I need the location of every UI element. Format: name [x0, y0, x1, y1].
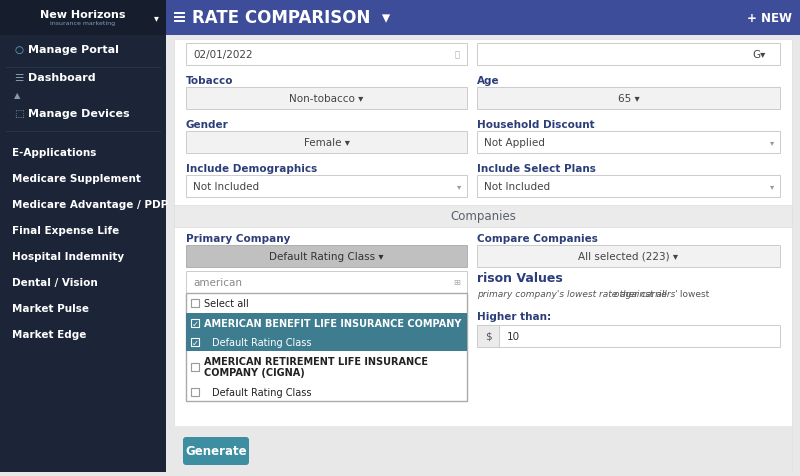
Text: Default Rating Class: Default Rating Class [212, 387, 311, 397]
Text: Manage Devices: Manage Devices [28, 109, 130, 119]
Bar [186, 271, 467, 293]
Text: Not Included: Not Included [193, 182, 259, 192]
Text: Market Edge: Market Edge [12, 329, 86, 339]
Bar [477, 176, 780, 198]
Text: Dashboard: Dashboard [28, 73, 96, 83]
Bar [477, 132, 780, 154]
Text: Age: Age [477, 76, 500, 86]
Text: ⬚: ⬚ [14, 109, 24, 119]
Text: american: american [193, 278, 242, 288]
Text: 02/01/2022: 02/01/2022 [193, 50, 253, 60]
Text: insurance marketing: insurance marketing [50, 21, 115, 27]
Bar [477, 246, 780, 268]
Text: Compare Companies: Compare Companies [477, 234, 598, 244]
Text: ▾: ▾ [770, 182, 774, 191]
Text: lowest: lowest [677, 289, 710, 298]
Text: Higher than:: Higher than: [477, 311, 551, 321]
Text: Non-tobacco ▾: Non-tobacco ▾ [290, 94, 364, 104]
Bar [0, 472, 800, 476]
Text: Primary Company: Primary Company [186, 234, 290, 244]
Bar [174, 206, 792, 228]
Bar [499, 325, 780, 347]
Text: ○: ○ [14, 45, 23, 55]
Text: Include Select Plans: Include Select Plans [477, 164, 596, 174]
Text: ▾: ▾ [154, 13, 158, 23]
Text: AMERICAN RETIREMENT LIFE INSURANCE: AMERICAN RETIREMENT LIFE INSURANCE [204, 356, 428, 366]
FancyBboxPatch shape [183, 437, 249, 465]
Text: Manage Portal: Manage Portal [28, 45, 119, 55]
Bar [477, 44, 780, 66]
Bar [186, 44, 467, 66]
Text: primary company's lowest rate against all: primary company's lowest rate against al… [477, 289, 670, 298]
Bar [477, 325, 499, 347]
Text: ✓: ✓ [191, 319, 198, 328]
Bar [166, 0, 800, 36]
Text: + NEW: + NEW [747, 11, 792, 24]
Text: ▲: ▲ [14, 91, 21, 100]
Bar [186, 246, 467, 268]
Text: Default Rating Class ▾: Default Rating Class ▾ [269, 251, 384, 261]
Text: Medicare Supplement: Medicare Supplement [12, 174, 141, 184]
Bar [186, 333, 467, 351]
Text: 65 ▾: 65 ▾ [618, 94, 639, 104]
Text: 📅: 📅 [454, 50, 459, 60]
Bar [186, 176, 467, 198]
Text: Female ▾: Female ▾ [303, 138, 350, 148]
Bar [191, 299, 199, 307]
Text: Dental / Vision: Dental / Vision [12, 278, 98, 288]
Text: rison Values: rison Values [477, 271, 562, 284]
Text: Default Rating Class: Default Rating Class [212, 337, 311, 347]
Text: ☰: ☰ [14, 73, 23, 83]
Bar [0, 0, 166, 36]
Text: 10: 10 [507, 331, 520, 341]
Text: AMERICAN BENEFIT LIFE INSURANCE COMPANY: AMERICAN BENEFIT LIFE INSURANCE COMPANY [204, 318, 462, 328]
Text: Not Applied: Not Applied [484, 138, 545, 148]
Bar [191, 363, 199, 371]
Text: Include Demographics: Include Demographics [186, 164, 318, 174]
Text: ▾: ▾ [770, 138, 774, 147]
Bar [191, 388, 199, 396]
Text: G▾: G▾ [753, 50, 766, 60]
Text: Final Expense Life: Final Expense Life [12, 226, 119, 236]
Text: ⊞: ⊞ [454, 278, 461, 287]
Text: $: $ [485, 331, 491, 341]
Bar [191, 338, 199, 346]
Text: Not Included: Not Included [484, 182, 550, 192]
Text: E-Applications: E-Applications [12, 148, 96, 158]
Text: Generate: Generate [185, 445, 247, 457]
Text: All selected (223) ▾: All selected (223) ▾ [578, 251, 678, 261]
Text: ✓: ✓ [191, 338, 198, 347]
Text: Tobacco: Tobacco [186, 76, 234, 86]
Bar [174, 40, 792, 476]
Text: Gender: Gender [186, 120, 229, 130]
Text: Household Discount: Household Discount [477, 120, 594, 130]
Bar [186, 313, 467, 333]
Text: Hospital Indemnity: Hospital Indemnity [12, 251, 124, 261]
Bar [0, 0, 166, 476]
Text: Select all: Select all [204, 298, 249, 308]
Bar [186, 293, 467, 401]
Text: other carriers': other carriers' [614, 289, 678, 298]
Text: Market Pulse: Market Pulse [12, 303, 89, 313]
Text: RATE COMPARISON  ▾: RATE COMPARISON ▾ [192, 9, 390, 27]
Bar [477, 88, 780, 110]
Text: New Horizons: New Horizons [40, 10, 126, 20]
Bar [186, 88, 467, 110]
Text: Companies: Companies [450, 210, 516, 223]
Bar [186, 132, 467, 154]
Bar [191, 319, 199, 327]
Text: ▾: ▾ [457, 182, 461, 191]
Text: COMPANY (CIGNA): COMPANY (CIGNA) [204, 367, 305, 377]
Text: Medicare Advantage / PDP: Medicare Advantage / PDP [12, 199, 168, 209]
Bar [174, 426, 792, 476]
